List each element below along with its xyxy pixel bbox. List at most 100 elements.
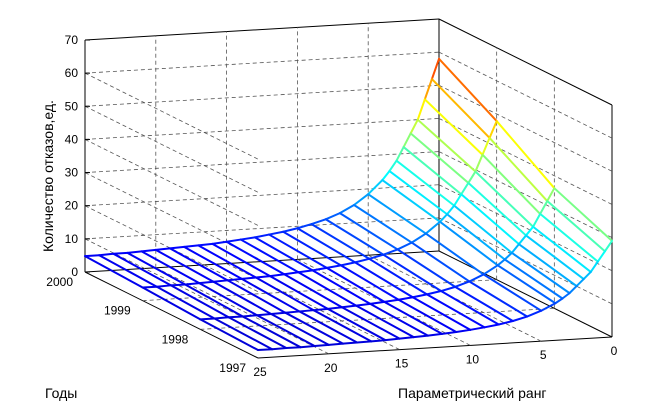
mesh-line-rank bbox=[396, 248, 457, 288]
mesh-line-rank bbox=[546, 200, 606, 253]
mesh-line-year bbox=[425, 290, 443, 296]
mesh-line-year bbox=[253, 233, 271, 239]
mesh-line-year bbox=[474, 153, 484, 173]
mesh-line-year bbox=[324, 212, 341, 221]
y-axis-label: Годы bbox=[45, 385, 77, 401]
mesh-line-year bbox=[453, 193, 463, 207]
mesh-line-rank bbox=[454, 285, 514, 323]
z-tick-label: 20 bbox=[65, 199, 79, 213]
mesh-line-rank bbox=[155, 285, 216, 320]
mesh-line-rank bbox=[517, 243, 578, 288]
mesh-line-rank bbox=[397, 298, 458, 333]
mesh-line-rank bbox=[438, 57, 498, 123]
mesh-line-year bbox=[271, 347, 288, 351]
mesh-line-year bbox=[311, 266, 328, 272]
mesh-line-year bbox=[312, 307, 329, 312]
mesh-line-year bbox=[257, 348, 274, 352]
mesh-line-rank bbox=[98, 254, 158, 288]
mesh-line-rank bbox=[440, 290, 500, 326]
mesh-line-rank bbox=[369, 302, 429, 337]
mesh-line-rank bbox=[416, 118, 477, 173]
mesh-line-year bbox=[446, 204, 456, 216]
mesh-line-year bbox=[517, 234, 528, 246]
mesh-line-year bbox=[561, 292, 571, 300]
mesh-line-year bbox=[398, 336, 415, 340]
rank-tick-label: 5 bbox=[540, 348, 547, 362]
mesh-line-year bbox=[313, 343, 330, 348]
mesh-line-year bbox=[441, 330, 458, 335]
mesh-line-year bbox=[416, 98, 426, 121]
mesh-line-year bbox=[154, 247, 171, 251]
rank-tick-label: 25 bbox=[253, 365, 267, 379]
mesh-line-rank bbox=[410, 241, 471, 283]
mesh-line-rank bbox=[254, 276, 315, 312]
mesh-line-year bbox=[283, 271, 300, 276]
mesh-line-rank bbox=[240, 277, 301, 313]
mesh-line-year bbox=[241, 314, 258, 318]
mesh-line-year bbox=[353, 193, 370, 206]
mesh-line-year bbox=[575, 278, 585, 288]
mesh-line-rank bbox=[495, 120, 556, 190]
mesh-line-year bbox=[483, 323, 500, 329]
mesh-line-year bbox=[426, 332, 444, 337]
mesh-line-rank bbox=[553, 187, 613, 242]
z-grid-side bbox=[438, 151, 613, 238]
mesh-line-year bbox=[430, 57, 440, 81]
mesh-line-rank bbox=[354, 261, 414, 299]
mesh-line-year bbox=[368, 253, 385, 260]
mesh-line-year bbox=[511, 315, 529, 323]
mesh-line-year bbox=[325, 264, 342, 269]
mesh-line-year bbox=[213, 316, 230, 320]
mesh-line-year bbox=[211, 240, 228, 245]
z-tick-label: 30 bbox=[65, 166, 79, 180]
mesh-line-year bbox=[198, 280, 215, 285]
mesh-line-year bbox=[254, 275, 272, 279]
mesh-line-year bbox=[469, 326, 486, 331]
mesh-line-year bbox=[554, 297, 564, 305]
mesh-line-rank bbox=[409, 132, 470, 184]
mesh-line-year bbox=[596, 250, 606, 263]
mesh-line-year bbox=[255, 312, 273, 317]
mesh-line-rank bbox=[84, 255, 144, 289]
mesh-line-rank bbox=[198, 282, 258, 317]
mesh-line-rank bbox=[326, 307, 387, 342]
mesh-line-year bbox=[568, 285, 578, 295]
mesh-line-year bbox=[298, 309, 315, 313]
mesh-line-year bbox=[454, 280, 471, 288]
mesh-line-year bbox=[369, 300, 386, 305]
mesh-line-year bbox=[603, 239, 613, 253]
mesh-line-year bbox=[546, 187, 556, 203]
mesh-line-rank bbox=[324, 218, 385, 256]
mesh-line-rank bbox=[270, 312, 330, 346]
mesh-line-year bbox=[468, 273, 485, 283]
z-grid-back bbox=[84, 184, 440, 207]
z-axis-label: Количество отказов,ед. bbox=[40, 100, 56, 252]
mesh-line-year bbox=[532, 212, 542, 228]
mesh-line-rank bbox=[169, 284, 230, 319]
mesh-line-year bbox=[397, 296, 414, 301]
mesh-line-rank bbox=[311, 269, 372, 305]
mesh-line-year bbox=[225, 238, 242, 243]
mesh-line-year bbox=[112, 251, 129, 255]
mesh-line-year bbox=[299, 345, 316, 349]
mesh-line-year bbox=[355, 302, 372, 307]
z-tick-label: 40 bbox=[65, 132, 79, 146]
mesh-line-year bbox=[482, 264, 499, 276]
z-grid-left bbox=[84, 139, 259, 226]
mesh-line-year bbox=[212, 279, 229, 283]
mesh-line-year bbox=[310, 218, 327, 226]
mesh-line-year bbox=[340, 304, 358, 309]
mesh-line-year bbox=[409, 118, 419, 135]
mesh-line-year bbox=[395, 146, 405, 162]
mesh-line-year bbox=[282, 227, 299, 233]
z-tick-label: 70 bbox=[65, 33, 79, 47]
mesh-line-year bbox=[297, 269, 314, 274]
z-tick-label: 60 bbox=[65, 66, 79, 80]
gridlines bbox=[84, 23, 613, 355]
mesh-line-year bbox=[388, 159, 398, 173]
mesh-line-rank bbox=[430, 78, 491, 139]
mesh-line-rank bbox=[525, 234, 585, 281]
mesh-line-year bbox=[424, 220, 442, 235]
mesh-line-year bbox=[382, 248, 399, 256]
mesh-line-rank bbox=[532, 225, 592, 273]
